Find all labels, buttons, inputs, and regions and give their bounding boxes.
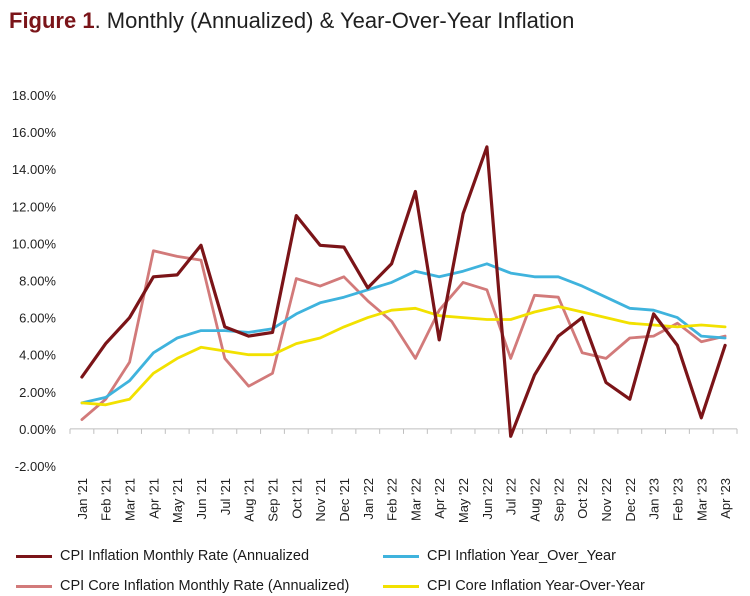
x-tick-label: May '22 (456, 478, 471, 523)
x-tick-label: Nov '22 (599, 478, 614, 522)
legend-swatch (383, 584, 419, 588)
figure-label: Figure 1 (9, 8, 95, 33)
x-tick-label: Jan '23 (647, 478, 662, 520)
y-tick-label: 8.00% (19, 274, 56, 289)
x-tick-label: Mar '21 (123, 478, 138, 521)
x-tick-label: Sep '21 (265, 478, 280, 522)
x-tick-label: Jul '21 (218, 478, 233, 515)
x-tick-label: May '21 (170, 478, 185, 523)
legend-item: CPI Inflation Monthly Rate (Annualized (16, 548, 309, 564)
x-tick-label: Apr '21 (146, 478, 161, 519)
legend: CPI Inflation Monthly Rate (Annualized CP… (0, 540, 750, 596)
y-tick-label: 14.00% (12, 162, 57, 177)
x-tick-label: Feb '21 (99, 478, 114, 521)
x-tick-label: Feb '22 (385, 478, 400, 521)
x-tick-label: Jun '21 (194, 478, 209, 520)
x-tick-label: Dec '21 (337, 478, 352, 522)
x-tick-label: Oct '22 (575, 478, 590, 519)
x-tick-label: Oct '21 (289, 478, 304, 519)
y-tick-label: 0.00% (19, 422, 56, 437)
x-tick-label: Jul '22 (504, 478, 519, 515)
y-tick-label: -2.00% (15, 459, 57, 474)
x-tick-label: Apr '23 (718, 478, 733, 519)
legend-item: CPI Core Inflation Year-Over-Year (383, 578, 645, 594)
y-tick-label: 18.00% (12, 88, 57, 103)
x-tick-label: Sep '22 (551, 478, 566, 522)
legend-label: CPI Inflation Monthly Rate (Annualized (60, 548, 310, 564)
x-tick-label: Jun '22 (480, 478, 495, 520)
x-tick-label: Mar '23 (694, 478, 709, 521)
legend-label: CPI Core Inflation Monthly Rate (Annuali… (60, 578, 350, 594)
line-chart: -2.00% 0.00% 2.00% 4.00% 6.00% 8.00% 10.00% 12.… (12, 88, 738, 523)
x-tick-label: Aug '21 (242, 478, 257, 522)
y-tick-label: 6.00% (19, 311, 56, 326)
series-line-4 (80, 305, 727, 407)
legend-swatch (16, 584, 52, 588)
legend-item: CPI Core Inflation Monthly Rate (Annuali… (16, 578, 349, 594)
y-tick-label: 10.00% (12, 236, 57, 251)
y-tick-label: 16.00% (12, 125, 57, 140)
x-tick-label: Feb '23 (670, 478, 685, 521)
legend-label: CPI Inflation Year_Over_Year (427, 548, 616, 564)
x-tick-label: Mar '22 (408, 478, 423, 521)
y-tick-label: 12.00% (12, 199, 57, 214)
legend-swatch (16, 554, 52, 558)
chart-title: Figure 1. Monthly (Annualized) & Year-Ov… (9, 6, 729, 35)
x-tick-label: Dec '22 (623, 478, 638, 522)
series-line-1 (80, 145, 727, 438)
y-tick-label: 4.00% (19, 348, 56, 363)
legend-label: CPI Core Inflation Year-Over-Year (427, 578, 645, 594)
legend-item: CPI Inflation Year_Over_Year (383, 548, 616, 564)
x-tick-label: Jan '22 (361, 478, 376, 520)
x-tick-label: Nov '21 (313, 478, 328, 522)
x-tick-label: Jan '21 (75, 478, 90, 520)
x-tick-label: Apr '22 (432, 478, 447, 519)
legend-swatch (383, 554, 419, 558)
title-text: . Monthly (Annualized) & Year-Over-Year … (94, 8, 575, 33)
series-line-3 (80, 262, 727, 405)
y-tick-label: 2.00% (19, 385, 56, 400)
x-tick-label: Aug '22 (528, 478, 543, 522)
